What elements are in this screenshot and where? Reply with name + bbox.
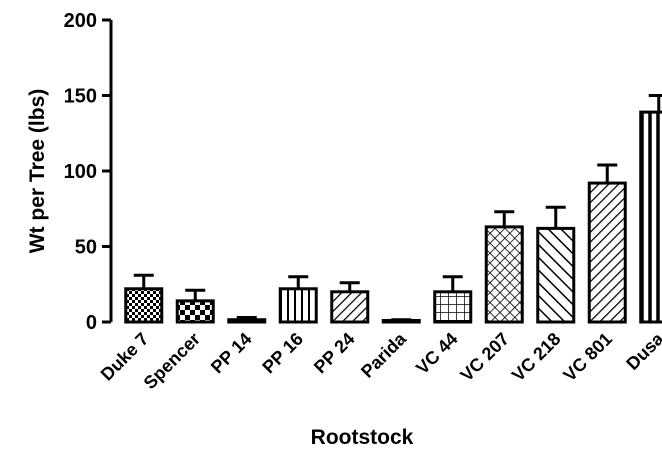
bar-group [433, 275, 473, 324]
bar-group [536, 205, 576, 324]
bar [484, 225, 524, 324]
x-axis-title: Rootstock [311, 426, 414, 449]
bars [124, 94, 662, 324]
bar-group [484, 210, 524, 324]
bar-group [330, 281, 370, 324]
bar [124, 287, 164, 324]
bar-group [175, 288, 215, 324]
x-tick-label: VC 218 [508, 329, 565, 386]
y-tick-label: 200 [64, 10, 97, 32]
bar [227, 318, 267, 324]
bar-group [639, 94, 662, 324]
x-tick-label: Spencer [140, 329, 204, 393]
bar-group [227, 315, 267, 324]
x-tick-label: VC 207 [456, 329, 513, 386]
y-tick-label: 100 [64, 161, 97, 183]
bar [381, 319, 421, 324]
bar [278, 287, 318, 324]
x-tick-label: PP 24 [310, 329, 359, 378]
bar [330, 290, 370, 324]
bar [639, 110, 662, 324]
bar [587, 181, 627, 324]
bar [433, 290, 473, 324]
bar [175, 299, 215, 324]
y-tick-label: 50 [75, 237, 97, 259]
x-tick-label: Parida [357, 328, 411, 382]
bar-group [278, 275, 318, 324]
y-tick-label: 0 [86, 312, 97, 334]
bar [536, 226, 576, 324]
bar-group [124, 273, 164, 324]
y-tick-label: 150 [64, 86, 97, 108]
x-tick-label: Dusa [622, 328, 662, 374]
bar-group [381, 318, 421, 324]
x-tick-label: VC 801 [559, 329, 616, 386]
x-tick-label: VC 44 [412, 329, 462, 379]
y-axis-ticks: 0 50 100 150 200 [64, 10, 111, 334]
bar-group [587, 163, 627, 324]
y-axis-title: Wt per Tree (lbs) [26, 89, 49, 254]
x-tick-label: PP 16 [258, 329, 307, 378]
x-tick-label: PP 14 [207, 329, 256, 378]
